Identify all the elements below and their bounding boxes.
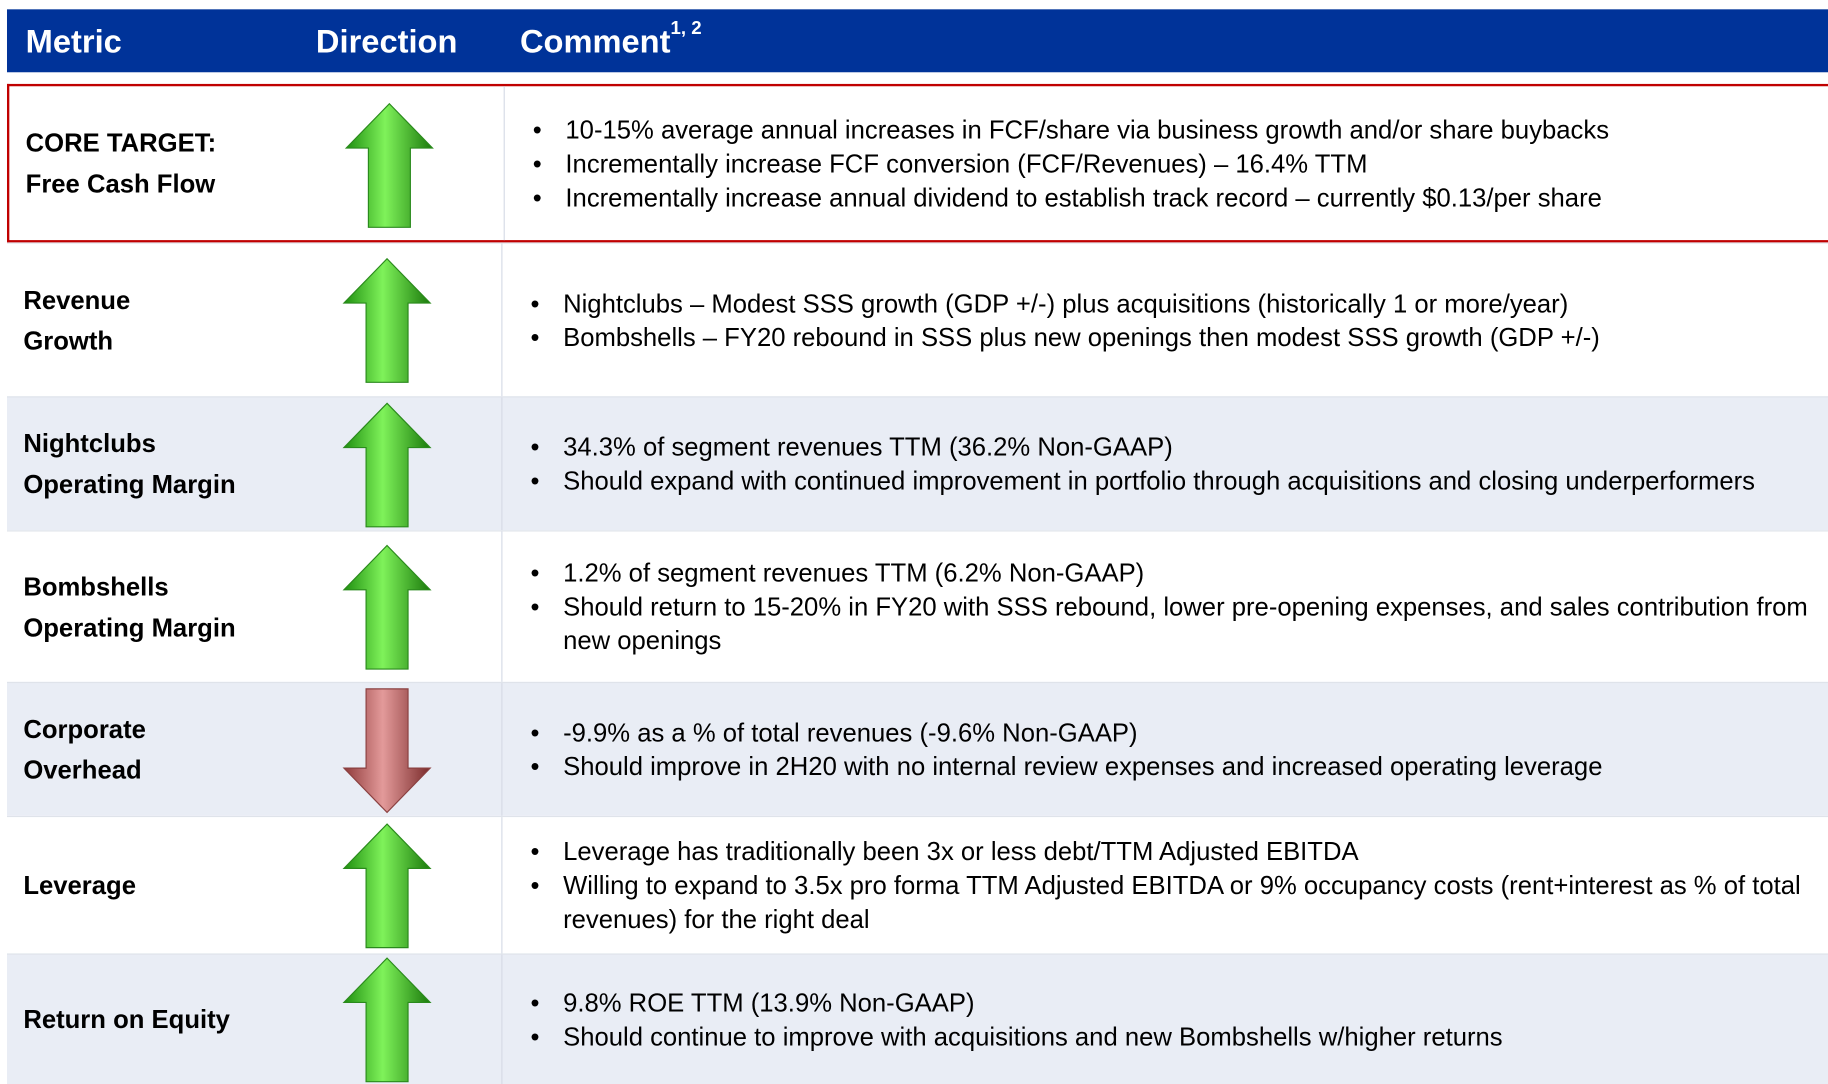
arrow-shape [342, 687, 432, 813]
direction-arrow [342, 957, 432, 1083]
metric-line: Leverage [23, 870, 136, 900]
comment-list: Nightclubs – Modest SSS growth (GDP +/-)… [530, 244, 1821, 397]
comment-bullet: Should expand with continued improvement… [530, 464, 1821, 498]
metric-line: Return on Equity [23, 1004, 230, 1034]
metric-line: Overhead [23, 755, 142, 785]
column-separator [501, 954, 503, 1084]
arrow-shape [344, 102, 434, 228]
direction-arrow [342, 823, 432, 949]
comment-bullet: -9.9% as a % of total revenues (-9.6% No… [530, 716, 1821, 750]
table-row: Bombshells Operating Margin 1.2% of segmen… [6, 530, 1828, 682]
direction-arrow [344, 102, 434, 228]
metric-header: Metric [25, 23, 122, 60]
direction-header: Direction [315, 23, 458, 60]
metric-cell: Nightclubs Operating Margin [23, 397, 326, 530]
comment-bullet: Incrementally increase annual dividend t… [533, 180, 1821, 214]
metric-line: Operating Margin [23, 612, 236, 642]
comment-bullet: 9.8% ROE TTM (13.9% Non-GAAP) [530, 986, 1821, 1020]
column-separator [501, 243, 503, 397]
column-separator [501, 531, 503, 682]
comment-bullet: Should return to 15-20% in FY20 with SSS… [530, 590, 1821, 658]
comment-bullet: Should continue to improve with acquisit… [530, 1019, 1821, 1053]
metric-line: Operating Margin [23, 469, 236, 499]
metric-line: Free Cash Flow [25, 169, 216, 199]
metric-cell: CORE TARGET: Free Cash Flow [26, 86, 329, 240]
column-separator [501, 817, 503, 954]
direction-arrow [342, 401, 432, 527]
table-row: Return on Equity 9.8% ROE TTM (13.9% Non-… [6, 953, 1828, 1084]
footnote-marks: 1, 2 [670, 18, 702, 39]
table-row: Corporate Overhead -9.9% as a % of total r… [6, 681, 1828, 816]
metric-line: Revenue [23, 284, 131, 315]
comment-bullet: Nightclubs – Modest SSS growth (GDP +/-)… [530, 286, 1821, 320]
metric-cell: Return on Equity [23, 955, 326, 1084]
metric-cell: Leverage [23, 817, 326, 953]
direction-arrow [342, 257, 432, 383]
comment-bullet: Should improve in 2H20 with no internal … [530, 749, 1821, 783]
metric-line: CORE TARGET: [25, 128, 217, 158]
metric-line: Growth [23, 325, 114, 355]
table-row: CORE TARGET: Free Cash Flow 10-15% average… [6, 83, 1828, 243]
comment-bullet: 1.2% of segment revenues TTM (6.2% Non-G… [530, 556, 1821, 590]
column-separator [501, 683, 503, 816]
table-row: Nightclubs Operating Margin 34.3% of segme… [6, 396, 1828, 531]
direction-arrow [342, 687, 432, 813]
comment-bullet: Incrementally increase FCF conversion (F… [533, 146, 1821, 180]
comment-list: 34.3% of segment revenues TTM (36.2% Non… [530, 397, 1821, 530]
metric-cell: Bombshells Operating Margin [23, 532, 326, 682]
comment-bullet: 10-15% average annual increases in FCF/s… [533, 112, 1821, 146]
column-separator [501, 397, 503, 531]
comment-list: 1.2% of segment revenues TTM (6.2% Non-G… [530, 532, 1821, 682]
metric-line: Corporate [23, 714, 146, 744]
comment-bullet: 34.3% of segment revenues TTM (36.2% Non… [530, 430, 1821, 464]
metric-cell: Revenue Growth [23, 244, 326, 397]
arrow-shape [342, 257, 432, 383]
arrow-shape [342, 823, 432, 949]
comment-list: 10-15% average annual increases in FCF/s… [533, 86, 1821, 240]
comment-header: Comment1, 2 [519, 19, 702, 60]
comment-bullet: Leverage has traditionally been 3x or le… [530, 835, 1821, 869]
comment-list: 9.8% ROE TTM (13.9% Non-GAAP)Should cont… [530, 955, 1821, 1084]
comment-header-text: Comment [519, 23, 671, 60]
comment-bullet: Bombshells – FY20 rebound in SSS plus ne… [530, 320, 1821, 354]
table-row: Leverage Leverage has traditionally been … [6, 815, 1828, 954]
table-row: Revenue Growth Nightclubs – Modest SSS gro… [6, 242, 1828, 397]
metric-cell: Corporate Overhead [23, 683, 326, 816]
column-separator [503, 86, 505, 241]
arrow-shape [342, 957, 432, 1083]
arrow-shape [342, 401, 432, 527]
metric-line: Bombshells [23, 571, 169, 601]
table-header: Metric Direction Comment1, 2 [6, 9, 1828, 73]
arrow-shape [342, 544, 432, 670]
comment-list: -9.9% as a % of total revenues (-9.6% No… [530, 683, 1821, 816]
metric-line: Nightclubs [23, 428, 156, 459]
direction-arrow [342, 544, 432, 670]
comment-bullet: Willing to expand to 3.5x pro forma TTM … [530, 868, 1821, 936]
comment-list: Leverage has traditionally been 3x or le… [530, 817, 1821, 953]
